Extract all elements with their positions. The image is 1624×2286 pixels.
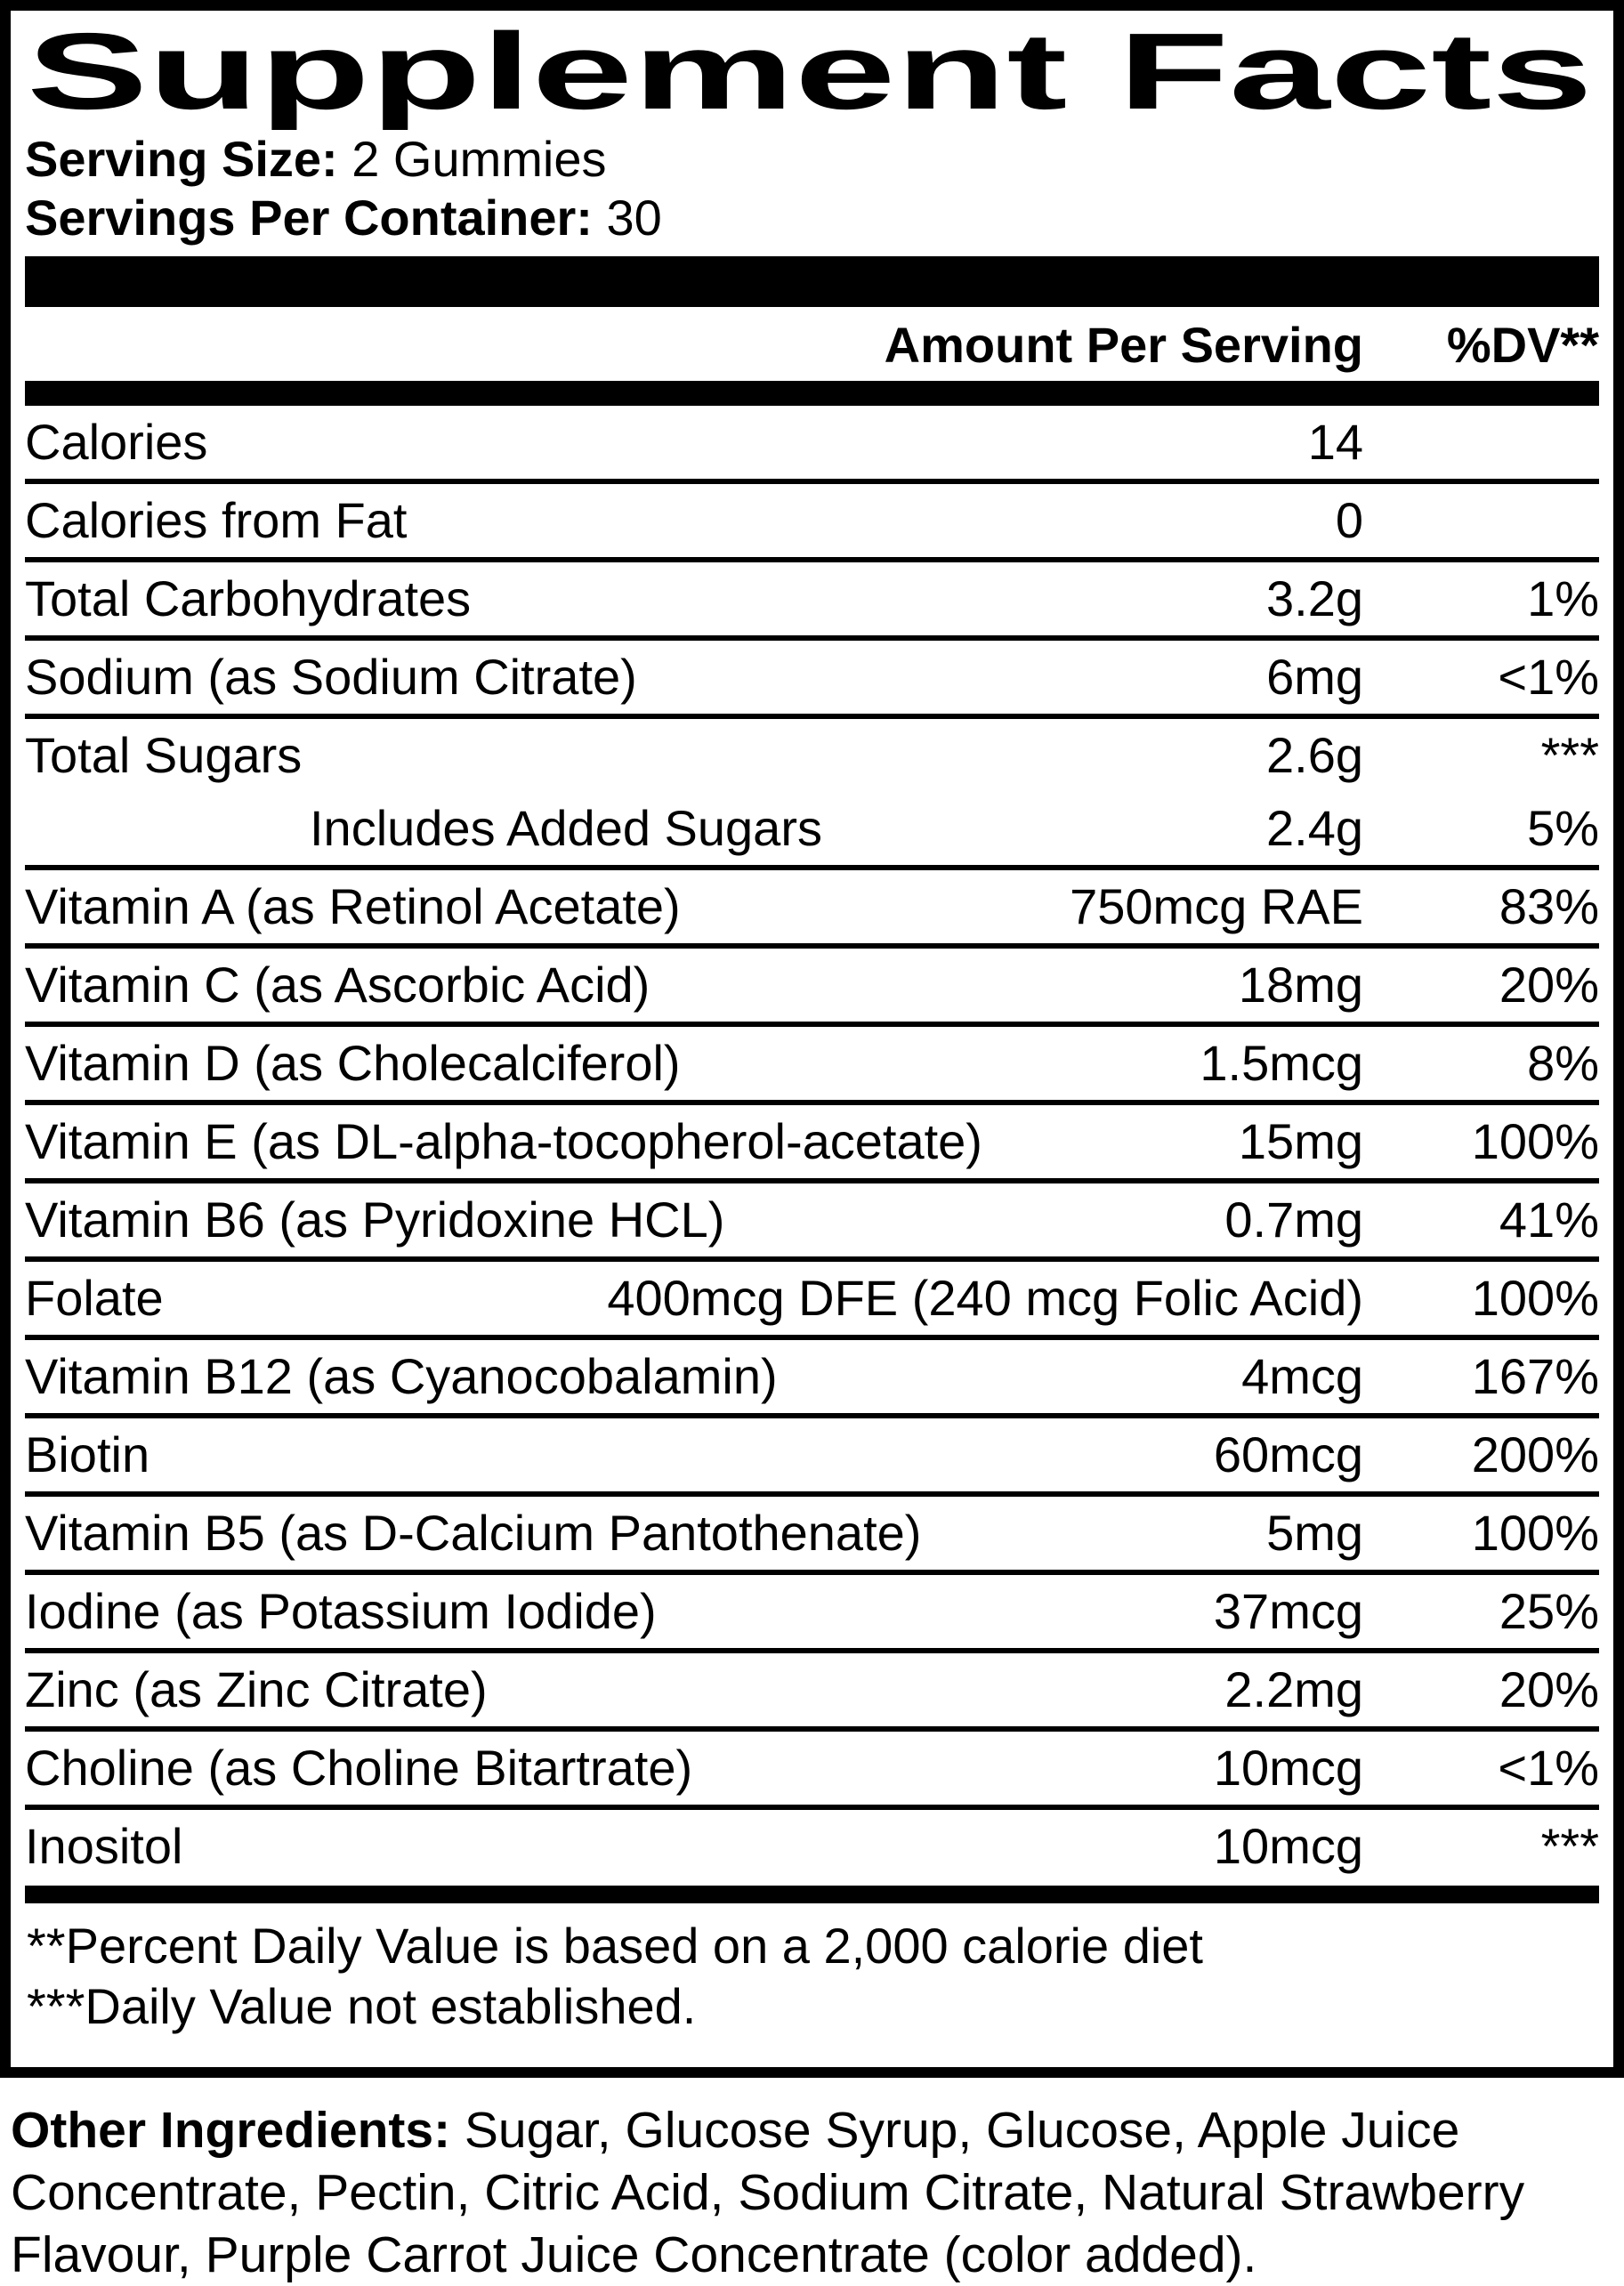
nutrient-name: Inositol xyxy=(25,1818,183,1874)
nutrient-dv: 100% xyxy=(1471,1113,1599,1169)
panel-title-wrap: Supplement Facts xyxy=(27,16,1593,130)
table-row: Vitamin D (as Cholecalciferol) 1.5mcg 8% xyxy=(25,1022,1599,1100)
nutrient-name: Biotin xyxy=(25,1426,150,1482)
nutrient-amount: 1.5mcg xyxy=(1200,1035,1363,1091)
nutrient-name: Total Carbohydrates xyxy=(25,570,472,626)
thick-divider-top xyxy=(25,256,1599,307)
nutrient-amount: 10mcg xyxy=(1213,1740,1363,1796)
footnotes: **Percent Daily Value is based on a 2,00… xyxy=(25,1903,1599,2040)
nutrient-amount: 15mg xyxy=(1238,1113,1363,1169)
footnote-not-established: ***Daily Value not established. xyxy=(27,1978,697,2034)
nutrient-dv: 8% xyxy=(1527,1035,1599,1091)
nutrient-name: Calories xyxy=(25,414,208,470)
table-row: Inositol 10mcg *** xyxy=(25,1805,1599,1883)
nutrient-name: Total Sugars xyxy=(25,727,303,783)
thick-divider-bottom xyxy=(25,1886,1599,1903)
dv-header: %DV** xyxy=(1446,317,1599,373)
other-ingredients-text: Sugar, Glucose Syrup, Glucose, Apple Jui… xyxy=(11,2102,1525,2283)
nutrient-dv: 1% xyxy=(1527,570,1599,626)
table-row: Vitamin E (as DL-alpha-tocopherol-acetat… xyxy=(25,1100,1599,1178)
nutrient-amount: 14 xyxy=(1307,414,1363,470)
nutrient-amount: 0.7mg xyxy=(1224,1191,1363,1248)
table-row: Calories from Fat 0 xyxy=(25,479,1599,557)
nutrient-name: Vitamin E (as DL-alpha-tocopherol-acetat… xyxy=(25,1113,982,1169)
nutrient-dv: 41% xyxy=(1499,1191,1599,1248)
nutrient-dv: 100% xyxy=(1471,1270,1599,1326)
nutrient-amount: 4mcg xyxy=(1241,1348,1363,1404)
table-row: Vitamin B12 (as Cyanocobalamin) 4mcg 167… xyxy=(25,1335,1599,1413)
nutrient-name: Zinc (as Zinc Citrate) xyxy=(25,1661,488,1717)
nutrient-name: Iodine (as Potassium Iodide) xyxy=(25,1583,657,1639)
table-row: Vitamin A (as Retinol Acetate) 750mcg RA… xyxy=(25,865,1599,943)
nutrient-dv: <1% xyxy=(1498,1740,1599,1796)
nutrient-name: Choline (as Choline Bitartrate) xyxy=(25,1740,693,1796)
nutrient-amount: 37mcg xyxy=(1213,1583,1363,1639)
table-row: Vitamin B5 (as D-Calcium Pantothenate) 5… xyxy=(25,1491,1599,1570)
table-row: Iodine (as Potassium Iodide) 37mcg 25% xyxy=(25,1570,1599,1648)
nutrient-name: Vitamin B12 (as Cyanocobalamin) xyxy=(25,1348,778,1404)
nutrient-name: Calories from Fat xyxy=(25,492,408,548)
serving-size-label: Serving Size: xyxy=(25,131,338,187)
other-ingredients: Other Ingredients: Sugar, Glucose Syrup,… xyxy=(11,2099,1615,2286)
nutrient-dv: 100% xyxy=(1471,1505,1599,1561)
nutrient-dv: 83% xyxy=(1499,878,1599,934)
footnote-daily-value: **Percent Daily Value is based on a 2,00… xyxy=(27,1918,1203,1974)
serving-size-line: Serving Size: 2 Gummies xyxy=(25,130,1599,189)
table-row: Calories 14 xyxy=(25,406,1599,479)
nutrient-dv: 200% xyxy=(1471,1426,1599,1482)
nutrient-name: Sodium (as Sodium Citrate) xyxy=(25,649,637,705)
servings-per-container-line: Servings Per Container: 30 xyxy=(25,189,1599,247)
nutrient-amount: 5mg xyxy=(1266,1505,1363,1561)
nutrient-amount: 10mcg xyxy=(1213,1818,1363,1874)
table-header-row: Amount Per Serving %DV** xyxy=(25,307,1599,381)
nutrient-amount: 60mcg xyxy=(1213,1426,1363,1482)
nutrient-dv: <1% xyxy=(1498,649,1599,705)
nutrient-amount: 400mcg DFE (240 mcg Folic Acid) xyxy=(607,1270,1363,1326)
nutrient-dv: 20% xyxy=(1499,957,1599,1013)
table-row: Includes Added Sugars 2.4g 5% xyxy=(25,792,1599,865)
nutrient-name: Vitamin D (as Cholecalciferol) xyxy=(25,1035,681,1091)
nutrient-amount: 0 xyxy=(1335,492,1363,548)
supplement-facts-panel: Supplement Facts Serving Size: 2 Gummies… xyxy=(0,0,1624,2078)
amount-per-serving-header: Amount Per Serving xyxy=(884,317,1363,373)
nutrient-dv: 167% xyxy=(1471,1348,1599,1404)
serving-size-value: 2 Gummies xyxy=(337,131,607,187)
table-row: Zinc (as Zinc Citrate) 2.2mg 20% xyxy=(25,1648,1599,1726)
nutrient-amount: 2.4g xyxy=(1266,800,1363,856)
table-row: Biotin 60mcg 200% xyxy=(25,1413,1599,1491)
nutrient-name: Vitamin C (as Ascorbic Acid) xyxy=(25,957,650,1013)
table-row: Sodium (as Sodium Citrate) 6mg <1% xyxy=(25,635,1599,714)
header-divider-bar xyxy=(25,381,1599,406)
nutrient-name: Vitamin A (as Retinol Acetate) xyxy=(25,878,681,934)
table-row: Total Sugars 2.6g *** xyxy=(25,714,1599,792)
nutrient-name: Vitamin B6 (as Pyridoxine HCL) xyxy=(25,1191,725,1248)
nutrient-name: Vitamin B5 (as D-Calcium Pantothenate) xyxy=(25,1505,922,1561)
nutrient-dv: 25% xyxy=(1499,1583,1599,1639)
nutrient-amount: 6mg xyxy=(1266,649,1363,705)
nutrient-dv: *** xyxy=(1540,727,1599,783)
table-row: Vitamin B6 (as Pyridoxine HCL) 0.7mg 41% xyxy=(25,1178,1599,1256)
table-row: Vitamin C (as Ascorbic Acid) 18mg 20% xyxy=(25,943,1599,1022)
nutrient-amount: 2.6g xyxy=(1266,727,1363,783)
page-title: Supplement Facts xyxy=(27,16,1593,130)
table-row: Choline (as Choline Bitartrate) 10mcg <1… xyxy=(25,1726,1599,1805)
nutrient-dv: 20% xyxy=(1499,1661,1599,1717)
nutrient-name: Folate xyxy=(25,1270,164,1326)
nutrient-dv: *** xyxy=(1540,1818,1599,1874)
nutrient-amount: 2.2mg xyxy=(1224,1661,1363,1717)
table-row: Total Carbohydrates 3.2g 1% xyxy=(25,557,1599,635)
nutrient-amount: 18mg xyxy=(1238,957,1363,1013)
table-row: Folate 400mcg DFE (240 mcg Folic Acid) 1… xyxy=(25,1256,1599,1335)
nutrient-amount: 3.2g xyxy=(1266,570,1363,626)
servings-per-container-label: Servings Per Container: xyxy=(25,190,593,246)
other-ingredients-label: Other Ingredients: xyxy=(11,2102,451,2159)
nutrient-name: Includes Added Sugars xyxy=(310,800,822,856)
nutrient-amount: 750mcg RAE xyxy=(1070,878,1363,934)
servings-per-container-value: 30 xyxy=(592,190,662,246)
nutrient-dv: 5% xyxy=(1527,800,1599,856)
